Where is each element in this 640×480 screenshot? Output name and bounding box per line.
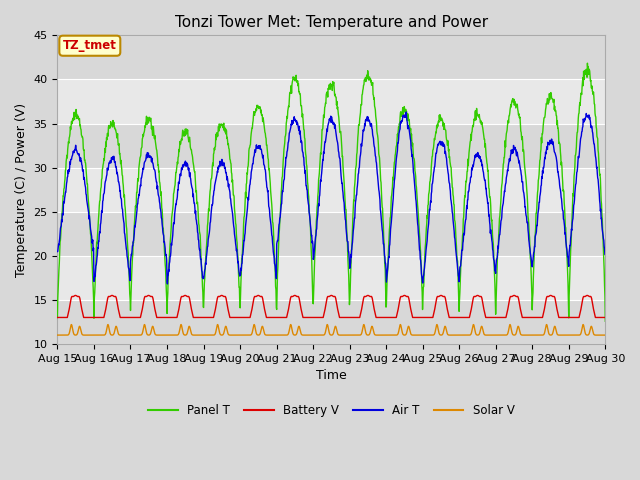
Bar — [58, 212, 605, 256]
Air T — [176, 175, 184, 181]
Line: Solar V: Solar V — [58, 324, 605, 335]
Battery V — [237, 314, 244, 320]
Solar V — [176, 327, 184, 333]
Line: Panel T: Panel T — [58, 63, 605, 321]
Air T — [537, 183, 545, 189]
Bar — [58, 300, 605, 344]
Battery V — [602, 314, 609, 320]
Air T — [162, 252, 170, 257]
Solar V — [417, 332, 424, 338]
Line: Air T: Air T — [58, 112, 605, 284]
Panel T — [175, 149, 183, 155]
Panel T — [54, 314, 61, 320]
Panel T — [162, 276, 170, 282]
Solar V — [54, 332, 61, 338]
Panel T — [417, 244, 424, 250]
Air T — [417, 263, 425, 268]
Bar — [58, 79, 605, 123]
Battery V — [537, 314, 545, 320]
Solar V — [537, 332, 545, 338]
Air T — [164, 281, 172, 287]
Battery V — [54, 314, 61, 320]
Air T — [489, 246, 497, 252]
X-axis label: Time: Time — [316, 369, 347, 382]
Battery V — [488, 314, 496, 320]
Bar — [58, 123, 605, 168]
Air T — [403, 109, 410, 115]
Title: Tonzi Tower Met: Temperature and Power: Tonzi Tower Met: Temperature and Power — [175, 15, 488, 30]
Bar — [58, 256, 605, 300]
Air T — [54, 249, 61, 254]
Text: TZ_tmet: TZ_tmet — [63, 39, 116, 52]
Line: Battery V: Battery V — [58, 295, 605, 317]
Solar V — [237, 332, 244, 338]
Air T — [602, 252, 609, 257]
Battery V — [176, 302, 184, 308]
Panel T — [536, 156, 544, 162]
Solar V — [163, 332, 170, 338]
Panel T — [237, 291, 244, 297]
Battery V — [417, 314, 424, 320]
Solar V — [68, 322, 76, 327]
Solar V — [488, 332, 496, 338]
Solar V — [602, 332, 609, 338]
Battery V — [72, 292, 79, 298]
Panel T — [488, 217, 496, 223]
Y-axis label: Temperature (C) / Power (V): Temperature (C) / Power (V) — [15, 103, 28, 276]
Legend: Panel T, Battery V, Air T, Solar V: Panel T, Battery V, Air T, Solar V — [143, 399, 519, 421]
Bar — [58, 168, 605, 212]
Panel T — [584, 60, 591, 66]
Panel T — [602, 318, 609, 324]
Bar — [58, 36, 605, 79]
Battery V — [163, 314, 170, 320]
Air T — [237, 265, 244, 271]
